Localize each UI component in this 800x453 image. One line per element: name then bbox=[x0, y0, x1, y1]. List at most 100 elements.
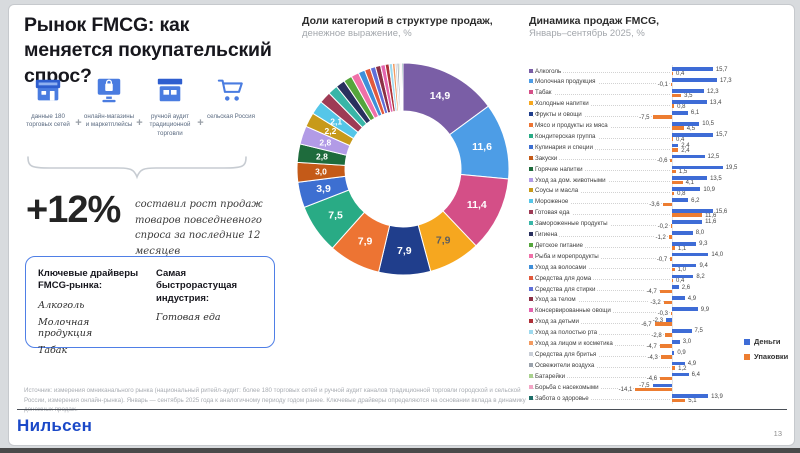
bar-leader-line bbox=[533, 246, 670, 248]
bar-money bbox=[672, 187, 701, 192]
category-label: Средства для бритья bbox=[535, 350, 599, 358]
bar-leader-line bbox=[533, 322, 670, 324]
bar-value-label: 3,0 bbox=[681, 339, 693, 346]
plus-sign: + bbox=[75, 117, 82, 129]
category-marker bbox=[529, 199, 533, 204]
category-marker bbox=[529, 384, 533, 389]
fastest-industry-title: Самая быстрорастущая индустрия: bbox=[156, 268, 238, 304]
data-sources-row: данные 180 торговых сетей + онлайн-магаз… bbox=[21, 75, 261, 138]
category-marker bbox=[529, 373, 533, 378]
bar-value-label: -7,5 bbox=[638, 382, 651, 389]
bar-money bbox=[672, 274, 694, 279]
category-marker bbox=[529, 308, 533, 313]
bar-packs bbox=[654, 322, 672, 326]
bar-leader-line bbox=[533, 268, 670, 270]
bar-money bbox=[672, 132, 713, 137]
bar-leader-line bbox=[533, 94, 670, 95]
drivers-title: Ключевые драйверы FMCG-рынка: bbox=[38, 268, 139, 292]
bar-value-label: -0,6 bbox=[656, 158, 669, 165]
bar-packs bbox=[660, 355, 672, 359]
category-marker bbox=[529, 133, 533, 138]
category-label: Уход за дом. животными bbox=[535, 176, 608, 184]
bar-value-label: 9,9 bbox=[699, 306, 711, 313]
bar-money bbox=[672, 394, 709, 399]
category-marker bbox=[529, 68, 533, 73]
bar-money bbox=[672, 100, 707, 104]
category-marker bbox=[529, 221, 533, 226]
bar-money bbox=[652, 383, 672, 388]
bar-chart: Деньги Упаковки Алкоголь 15,7 0,4 Молочная п… bbox=[529, 65, 794, 410]
driver-item: Молочная продукция bbox=[38, 316, 93, 339]
category-label: Консервированные овощи bbox=[535, 307, 613, 315]
bar-value-label: 15,6 bbox=[714, 208, 729, 215]
donut-slice-label: 7,5 bbox=[328, 210, 343, 222]
category-label: Молочная продукция bbox=[535, 78, 598, 86]
slide: Рынок FMCG: как меняется покупательский … bbox=[8, 4, 795, 446]
bar-money bbox=[672, 307, 698, 311]
bar-money bbox=[672, 329, 692, 333]
source-footnote: Источник: измерения омниканального рынка… bbox=[24, 387, 526, 413]
bar-value-label: -14,1 bbox=[617, 387, 634, 394]
manual-audit-icon bbox=[157, 78, 183, 102]
bar-value-label: 6,4 bbox=[690, 372, 701, 378]
bar-packs bbox=[670, 257, 672, 261]
bar-money bbox=[672, 143, 679, 148]
category-label: Уход за волосами bbox=[535, 263, 589, 271]
bar-money bbox=[672, 230, 693, 235]
bar-packs bbox=[672, 148, 679, 152]
bar-leader-line bbox=[533, 148, 670, 150]
bar-leader-line bbox=[533, 137, 670, 139]
category-label: Забота о здоровье bbox=[535, 394, 591, 402]
bar-value-label: 12,3 bbox=[705, 88, 720, 95]
category-marker bbox=[529, 210, 533, 215]
source-retail-chains: данные 180 торговых сетей bbox=[21, 75, 75, 130]
bar-packs bbox=[672, 169, 676, 174]
bar-money bbox=[672, 220, 703, 224]
bar-value-label: 2,4 bbox=[680, 143, 691, 150]
bar-value-label: 0,8 bbox=[676, 103, 687, 110]
category-label: Кондитерская группа bbox=[535, 132, 598, 140]
fastest-industry-item: Готовая еда bbox=[156, 312, 221, 324]
bar-packs bbox=[672, 267, 675, 272]
category-marker bbox=[529, 264, 533, 269]
category-label: Уход за телом bbox=[535, 296, 578, 304]
bar-value-label: 15,7 bbox=[714, 132, 729, 139]
bar-value-label: 11,6 bbox=[704, 212, 718, 219]
bar-value-label: -3,6 bbox=[648, 202, 661, 208]
bar-money bbox=[672, 111, 688, 115]
bar-value-label: 0,8 bbox=[676, 191, 687, 198]
page-number: 13 bbox=[773, 429, 782, 438]
bar-value-label: 4,9 bbox=[686, 295, 698, 302]
bar-money bbox=[672, 154, 705, 159]
category-label: Соусы и масла bbox=[535, 187, 581, 195]
category-label: Готовая еда bbox=[535, 209, 572, 217]
category-marker bbox=[529, 123, 533, 127]
bar-packs bbox=[664, 333, 672, 337]
bar-value-label: -4,7 bbox=[645, 343, 658, 350]
bar-leader-line bbox=[533, 72, 670, 74]
bar-value-label: -4,3 bbox=[646, 354, 659, 361]
store-icon bbox=[35, 79, 61, 101]
bar-value-label: -7,5 bbox=[638, 114, 651, 121]
bar-value-label: 0,4 bbox=[675, 71, 686, 78]
bar-packs bbox=[672, 71, 674, 76]
category-label: Горячие напитки bbox=[535, 165, 585, 173]
donut-slice-label: 7,9 bbox=[436, 235, 451, 247]
bar-value-label: 0,9 bbox=[676, 350, 687, 357]
bar-leader-line bbox=[533, 192, 670, 194]
bar-value-label: 1,0 bbox=[676, 267, 687, 274]
bar-leader-line bbox=[533, 104, 670, 106]
bar-packs bbox=[672, 126, 684, 130]
legend-swatch bbox=[744, 338, 750, 345]
donut-slice-label: 14,9 bbox=[430, 90, 451, 102]
bar-packs bbox=[652, 115, 672, 119]
source-manual-audit: ручной аудит традиционной торговли bbox=[143, 75, 197, 138]
bar-money bbox=[666, 318, 672, 322]
donut-slice-label: 2,2 bbox=[324, 126, 336, 136]
category-marker bbox=[529, 79, 533, 84]
bar-money bbox=[672, 296, 685, 301]
category-label: Замороженные продукты bbox=[535, 220, 610, 228]
donut-slice-label: 2,1 bbox=[330, 116, 342, 126]
category-marker bbox=[529, 341, 533, 345]
donut-slice-label: 3,9 bbox=[316, 183, 331, 195]
